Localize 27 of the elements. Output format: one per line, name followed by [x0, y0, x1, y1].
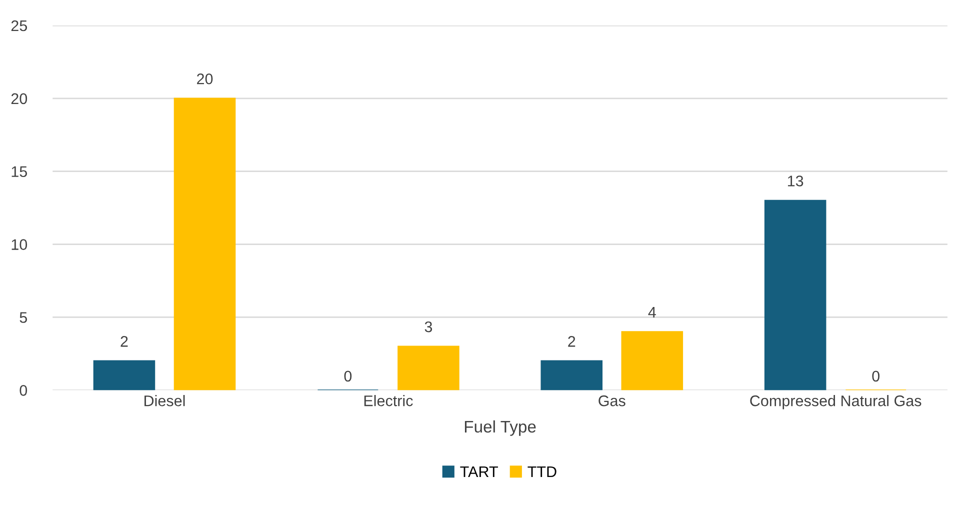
data-label: 4 — [648, 307, 656, 318]
bar — [540, 360, 603, 390]
data-label: 3 — [424, 321, 432, 332]
legend-label: TTD — [528, 466, 556, 477]
data-label: 20 — [197, 73, 213, 84]
x-tick-label: Diesel — [144, 395, 185, 406]
bar — [398, 346, 460, 390]
x-tick-label: Gas — [598, 395, 626, 406]
y-tick-label: 5 — [20, 312, 27, 323]
bar — [764, 200, 826, 390]
y-tick-label: 20 — [11, 93, 28, 104]
data-label: 13 — [788, 176, 804, 186]
legend-label: TART — [460, 466, 498, 477]
y-tick-label: 0 — [20, 385, 28, 396]
x-tick-label: Electric — [364, 395, 413, 406]
data-label: 2 — [120, 336, 128, 347]
y-tick-label: 25 — [11, 20, 27, 32]
bar — [93, 360, 156, 390]
x-axis-title: Fuel Type — [464, 420, 536, 436]
bar — [174, 98, 236, 390]
bar — [621, 331, 684, 390]
y-tick-label: 15 — [12, 166, 27, 178]
data-label: 2 — [568, 336, 576, 347]
data-label: 0 — [344, 370, 352, 382]
x-tick-label: Compressed Natural Gas — [750, 395, 922, 410]
y-tick-label: 10 — [12, 239, 28, 250]
data-label: 0 — [872, 370, 880, 382]
